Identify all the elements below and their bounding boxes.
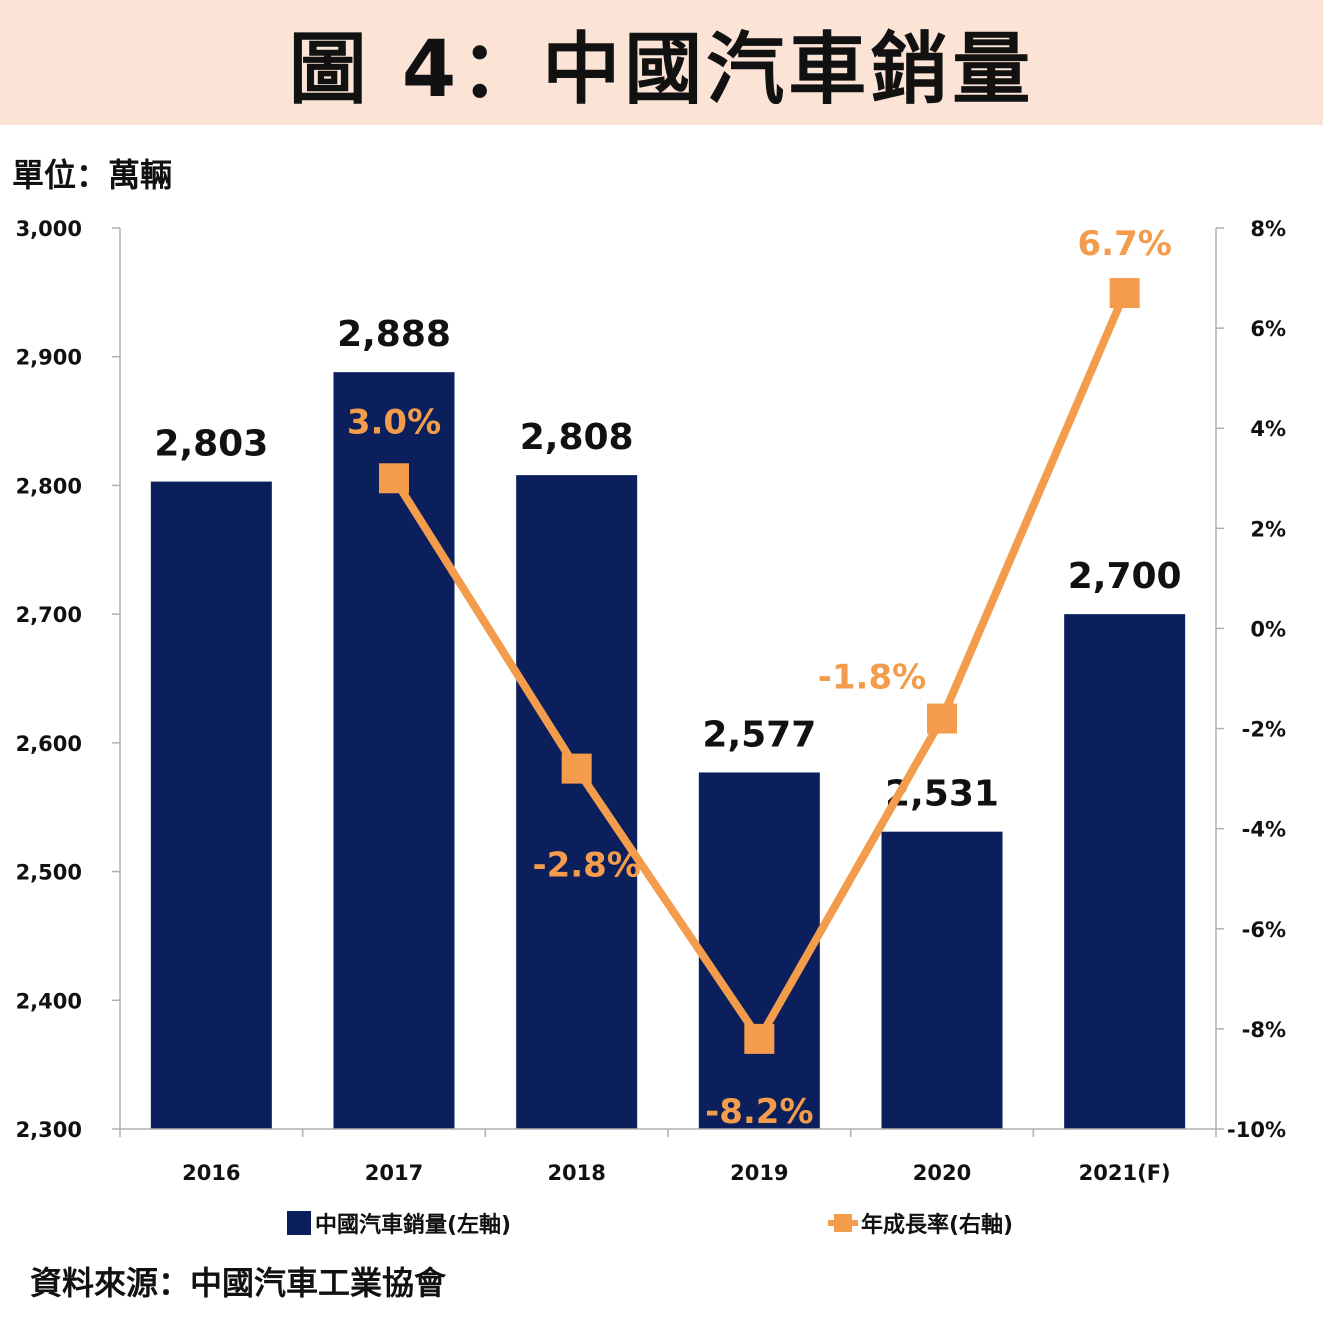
left-tick-label: 2,700 bbox=[16, 603, 82, 627]
left-tick-label: 3,000 bbox=[16, 217, 82, 241]
growth-point-marker bbox=[1109, 278, 1140, 309]
left-tick-label: 2,600 bbox=[16, 732, 82, 756]
x-axis: 2016 2017 2018 2019 2020 2021(F) bbox=[119, 1128, 1217, 1185]
growth-point-marker bbox=[744, 1023, 775, 1054]
growth-rate-label: -2.8% bbox=[532, 846, 640, 886]
x-tick-label: 2020 bbox=[913, 1161, 971, 1185]
right-tick-label: 8% bbox=[1250, 217, 1286, 241]
x-tick-label: 2017 bbox=[365, 1161, 423, 1185]
legend-line-marker bbox=[834, 1214, 852, 1232]
growth-rate-label: -1.8% bbox=[818, 658, 926, 698]
right-tick-label: 4% bbox=[1250, 417, 1286, 441]
right-tick-label: -10% bbox=[1227, 1118, 1286, 1142]
chart-title: 圖 4：中國汽車銷量 bbox=[288, 24, 1035, 115]
source-note: 資料來源：中國汽車工業協會 bbox=[30, 1264, 447, 1302]
growth-rate-label: 6.7% bbox=[1078, 224, 1172, 264]
x-tick-label: 2016 bbox=[182, 1161, 240, 1185]
right-tick-label: -2% bbox=[1242, 718, 1286, 742]
left-axis: 2,300 2,400 2,500 2,600 2,700 2,800 2,900 3,000 bbox=[16, 217, 121, 1142]
x-tick-label: 2021(F) bbox=[1079, 1161, 1171, 1185]
unit-label: 單位：萬輛 bbox=[12, 156, 173, 194]
bar bbox=[698, 772, 820, 1129]
growth-point-marker bbox=[927, 703, 957, 734]
bar-value-label: 2,808 bbox=[520, 417, 634, 458]
growth-point-marker bbox=[561, 753, 592, 784]
right-axis: -10% -8% -6% -4% -2% 0% 2% 4% 6% 8% bbox=[1215, 217, 1286, 1142]
left-tick-label: 2,900 bbox=[16, 346, 82, 370]
right-tick-label: -6% bbox=[1242, 918, 1286, 942]
bar bbox=[516, 475, 638, 1129]
right-tick-label: 0% bbox=[1250, 617, 1286, 641]
bar-value-label: 2,700 bbox=[1068, 556, 1182, 597]
bar bbox=[150, 481, 272, 1129]
legend: 中國汽車銷量(左軸) 年成長率(右軸) bbox=[287, 1211, 1013, 1238]
legend-line-label: 年成長率(右軸) bbox=[861, 1212, 1013, 1238]
left-tick-label: 2,400 bbox=[16, 989, 82, 1013]
bar-value-label: 2,803 bbox=[154, 424, 268, 465]
right-tick-label: 6% bbox=[1250, 317, 1286, 341]
right-tick-label: -4% bbox=[1242, 818, 1286, 842]
legend-bar-swatch bbox=[287, 1211, 311, 1235]
growth-rate-label: -8.2% bbox=[705, 1092, 813, 1132]
growth-point-marker bbox=[379, 463, 409, 494]
left-tick-label: 2,300 bbox=[16, 1118, 82, 1142]
legend-bar-label: 中國汽車銷量(左軸) bbox=[315, 1212, 511, 1238]
bar bbox=[333, 372, 455, 1129]
x-tick-label: 2018 bbox=[547, 1161, 605, 1185]
bar bbox=[881, 831, 1003, 1129]
left-tick-label: 2,500 bbox=[16, 861, 82, 885]
right-tick-label: 2% bbox=[1250, 517, 1286, 541]
growth-rate-label: 3.0% bbox=[347, 402, 441, 442]
x-tick-label: 2019 bbox=[730, 1161, 788, 1185]
bar bbox=[1064, 614, 1186, 1129]
right-tick-label: -8% bbox=[1242, 1018, 1286, 1042]
left-tick-label: 2,800 bbox=[16, 474, 82, 498]
line-series: 3.0% -2.8% -8.2% -1.8% 6.7% bbox=[347, 224, 1172, 1132]
bar-value-label: 2,577 bbox=[702, 714, 816, 755]
bar-value-label: 2,888 bbox=[337, 314, 451, 355]
title-band: 圖 4：中國汽車銷量 bbox=[0, 0, 1323, 125]
